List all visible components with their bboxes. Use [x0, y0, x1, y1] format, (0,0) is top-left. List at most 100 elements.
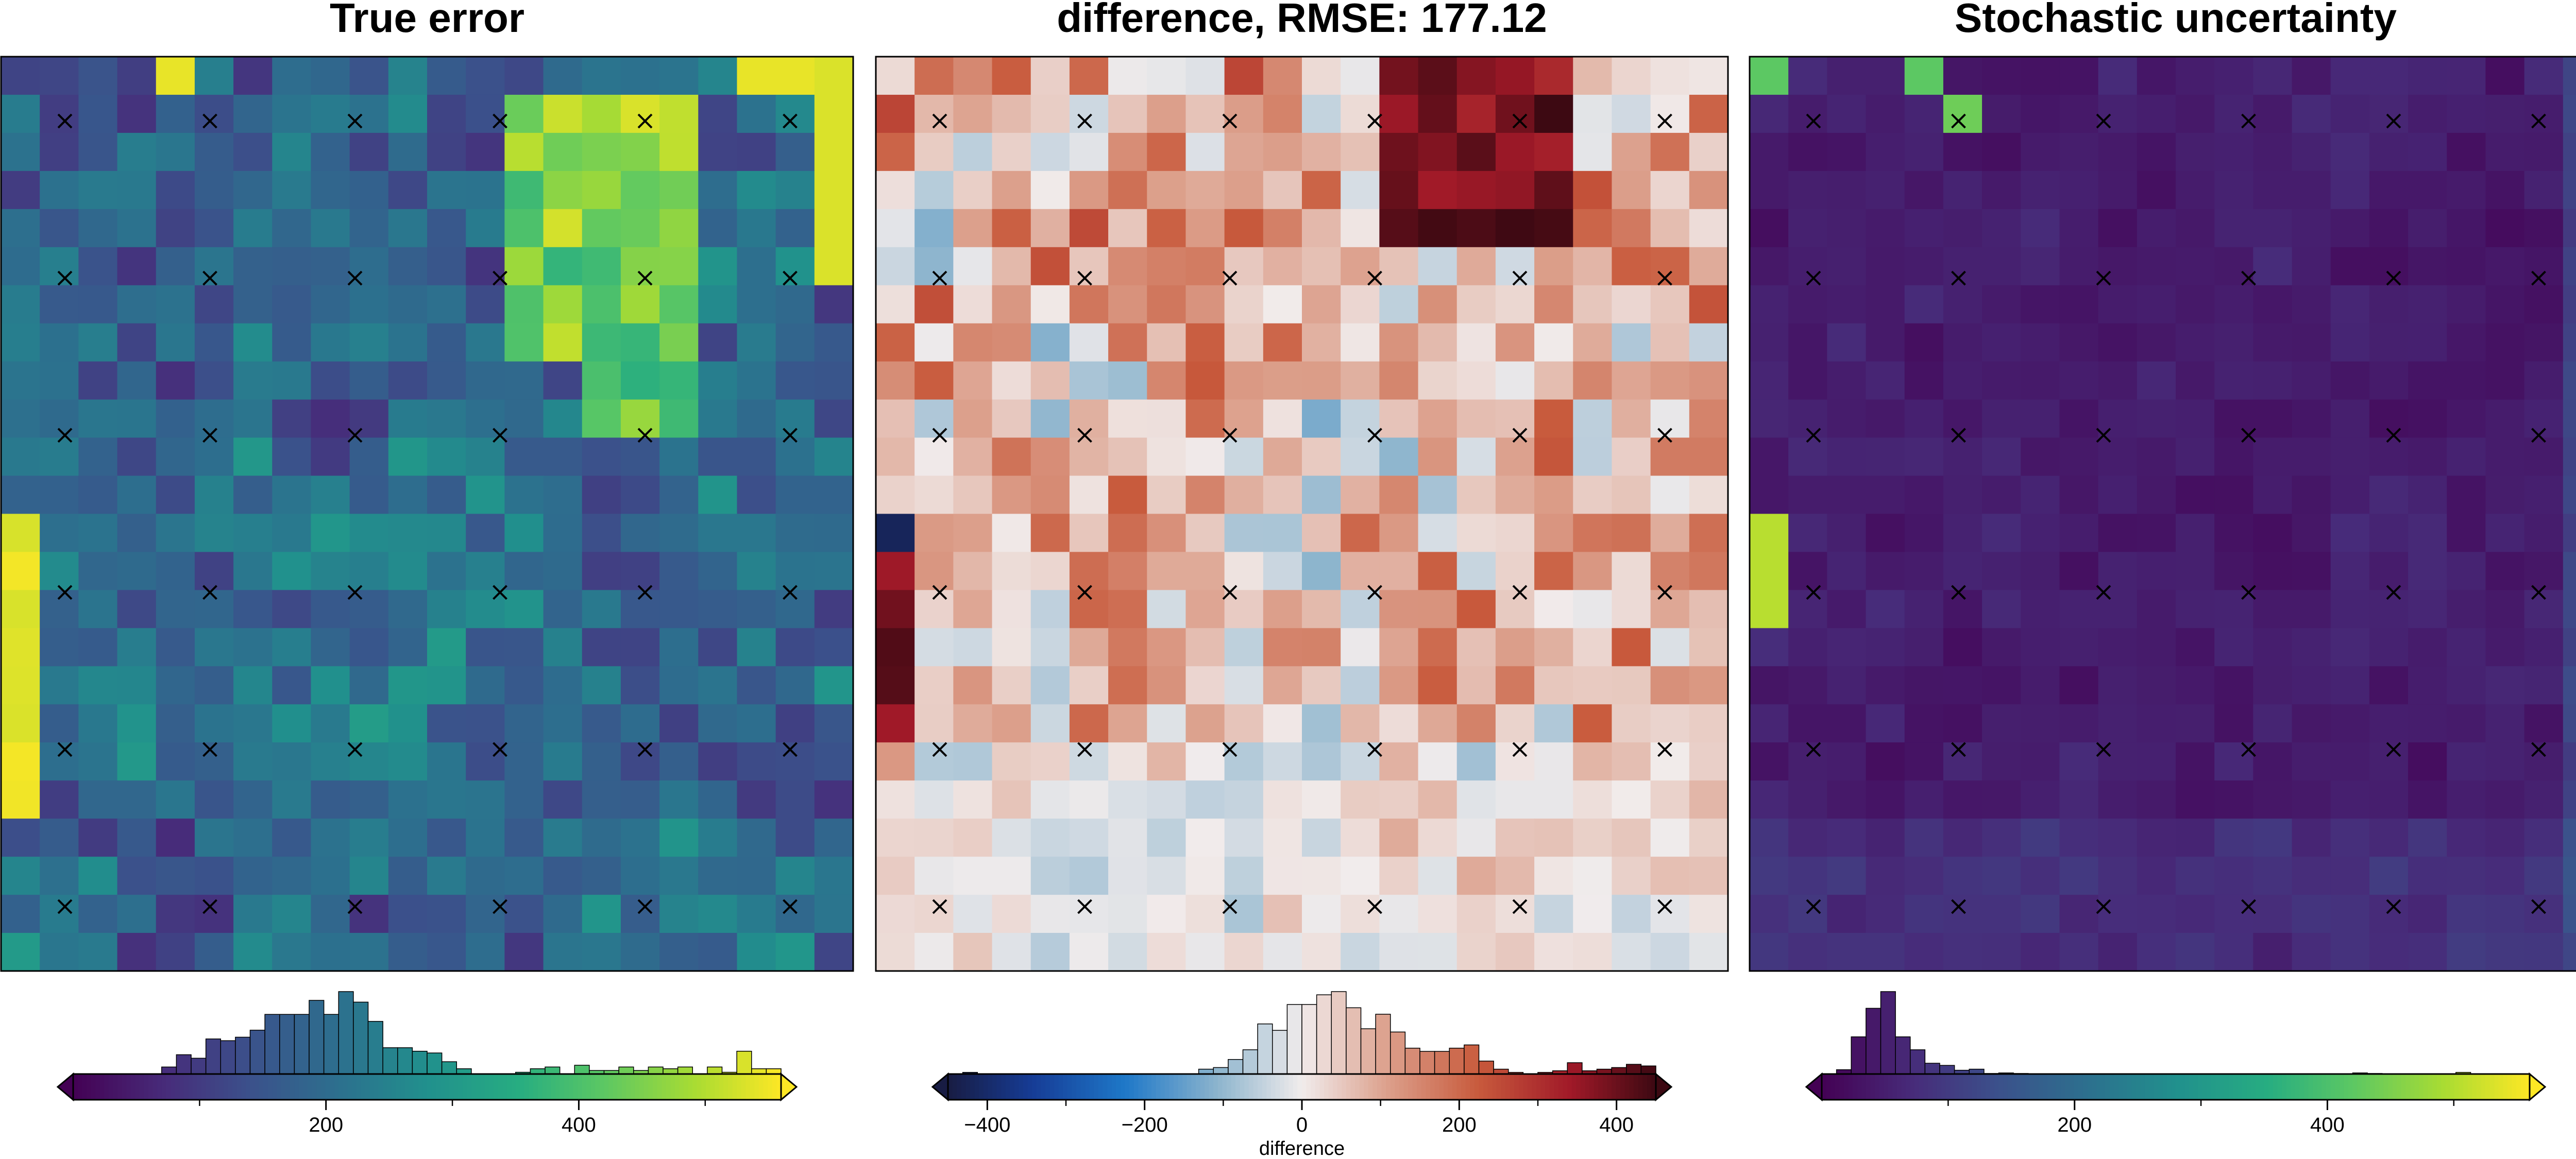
- heatmap-cell: [1689, 628, 1728, 667]
- heatmap-cell: [1689, 171, 1728, 210]
- colorbar-segment: [157, 1074, 162, 1100]
- colorbar-segment: [1054, 1074, 1059, 1100]
- colorbar-segment: [312, 1074, 317, 1100]
- heatmap-cell: [194, 742, 234, 781]
- heatmap-cell: [2485, 209, 2525, 248]
- heatmap-cell: [1030, 819, 1070, 857]
- heatmap-cell: [311, 628, 350, 667]
- colorbar-segment: [458, 1074, 463, 1100]
- heatmap-cell: [620, 285, 660, 324]
- colorbar-segment: [445, 1074, 450, 1100]
- heatmap-cell: [953, 132, 993, 172]
- heatmap-cell: [582, 361, 621, 400]
- histogram-bar: [677, 1066, 693, 1075]
- heatmap-cell: [1069, 132, 1109, 172]
- heatmap-cell: [2098, 361, 2138, 400]
- colorbar-segment: [750, 1074, 755, 1100]
- heatmap-cell: [1185, 666, 1225, 705]
- heatmap-cell: [117, 437, 157, 476]
- heatmap-cell: [1689, 94, 1728, 133]
- heatmap-cell: [914, 780, 954, 819]
- heatmap-cell: [737, 94, 776, 133]
- heatmap-cell: [1, 628, 40, 667]
- heatmap-cell: [1650, 437, 1690, 476]
- colorbar-segment: [1280, 1074, 1285, 1100]
- colorbar-segment: [1835, 1074, 1840, 1100]
- heatmap-cell: [1750, 628, 1789, 667]
- colorbar-segment: [86, 1074, 92, 1100]
- heatmap-cell: [1341, 780, 1380, 819]
- heatmap-cells: [1750, 57, 2576, 971]
- colorbar-segment: [2282, 1074, 2287, 1100]
- heatmap-cell: [1904, 475, 1944, 515]
- colorbar-segment: [1452, 1074, 1458, 1100]
- heatmap-cell: [2098, 819, 2138, 857]
- control-point-marker: [1512, 585, 1528, 600]
- heatmap-cell: [2214, 857, 2254, 895]
- heatmap-cell: [1982, 819, 2022, 857]
- heatmap-cell: [2137, 552, 2176, 591]
- heatmap-cell: [582, 94, 621, 133]
- heatmap-cell: [1147, 57, 1187, 95]
- heatmap-cell: [1612, 361, 1651, 400]
- colorbar-segment: [2428, 1074, 2433, 1100]
- heatmap-cell: [659, 704, 699, 743]
- heatmap-cell: [1224, 209, 1264, 248]
- histogram-bar: [1257, 1024, 1273, 1075]
- colorbar-segment: [1324, 1074, 1329, 1100]
- heatmap-cell: [1418, 628, 1458, 667]
- colorbar-segment: [122, 1074, 127, 1100]
- heatmap-cell: [40, 57, 79, 95]
- heatmap-cell: [349, 857, 389, 895]
- heatmap-cell: [1534, 857, 1574, 895]
- heatmap-cell: [2524, 666, 2564, 705]
- heatmap-cell: [1456, 742, 1496, 781]
- heatmap-cell: [1534, 552, 1574, 591]
- colorbar-segment: [604, 1074, 609, 1100]
- colorbar-segment: [325, 1074, 330, 1100]
- heatmap-cell: [914, 475, 954, 515]
- colorbar-segment: [1576, 1074, 1581, 1100]
- heatmap-cell: [992, 209, 1031, 248]
- heatmap-cell: [2369, 628, 2409, 667]
- heatmap-cell: [2330, 895, 2370, 933]
- heatmap-cell: [2408, 895, 2448, 933]
- control-points: [57, 113, 798, 914]
- heatmap-cell: [466, 628, 505, 667]
- heatmap-cell: [992, 94, 1031, 133]
- heatmap-cell: [1943, 514, 1982, 553]
- heatmap-cell: [1495, 437, 1535, 476]
- colorbar-segment: [1839, 1074, 1844, 1100]
- heatmap-cell: [543, 399, 583, 438]
- colorbar-segment: [308, 1074, 313, 1100]
- histogram-bar: [545, 1066, 561, 1075]
- colorbar-segment: [1359, 1074, 1365, 1100]
- colorbar-segment: [91, 1074, 96, 1100]
- colorbar-segment: [2096, 1074, 2101, 1100]
- heatmap-cell: [582, 514, 621, 553]
- heatmap-cell: [2485, 171, 2525, 210]
- heatmap-cell: [2408, 704, 2448, 743]
- colorbar-segment: [2003, 1074, 2008, 1100]
- heatmap-cell: [876, 285, 915, 324]
- heatmap-cell: [2330, 57, 2370, 95]
- control-point-marker: [1367, 899, 1382, 914]
- heatmap-cell: [1904, 933, 1944, 971]
- heatmap-cell: [1689, 247, 1728, 286]
- heatmap-cell: [2176, 209, 2215, 248]
- histogram-bar: [353, 1001, 369, 1075]
- colorbar-segment: [737, 1074, 742, 1100]
- colorbar-segment: [2383, 1074, 2388, 1100]
- colorbar-segment: [2105, 1074, 2110, 1100]
- heatmap-cell: [1263, 704, 1302, 743]
- colorbar-segment: [2512, 1074, 2517, 1100]
- histogram-bar: [205, 1038, 222, 1075]
- heatmap-cell: [1418, 552, 1458, 591]
- heatmap-cell: [1030, 247, 1070, 286]
- heatmap-cell: [2137, 895, 2176, 933]
- heatmap-cell: [2059, 323, 2099, 362]
- heatmap-cell: [427, 399, 466, 438]
- heatmap-cell: [1185, 895, 1225, 933]
- heatmap-cell: [2524, 285, 2564, 324]
- colorbar-segment: [1222, 1074, 1227, 1100]
